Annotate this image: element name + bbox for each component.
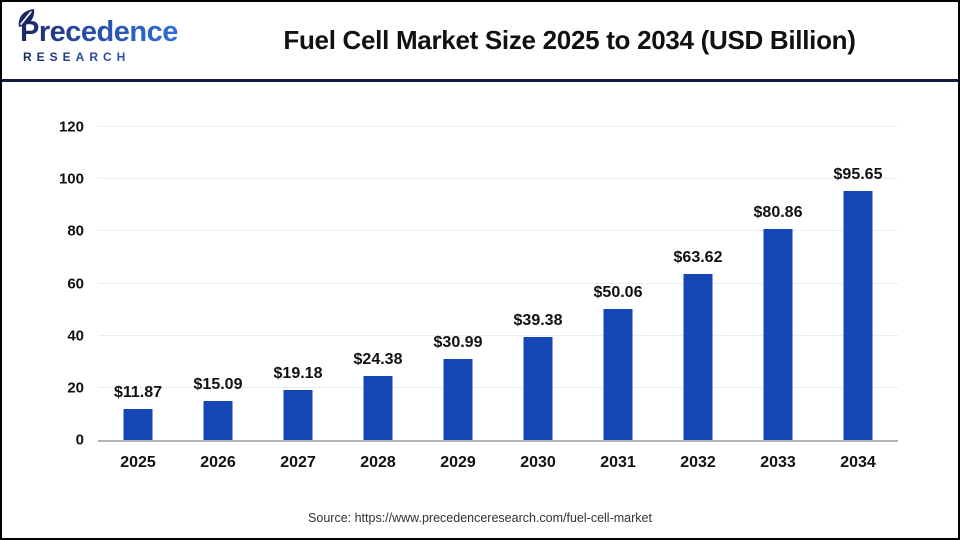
bar-slot: $95.65 2034 [818, 127, 898, 471]
y-tick-label: 40 [67, 327, 84, 345]
x-tick-label: 2025 [120, 454, 156, 471]
bar [603, 309, 633, 440]
x-tick-label: 2033 [760, 454, 796, 471]
x-tick-label: 2028 [360, 454, 396, 471]
bar [283, 389, 313, 440]
chart-area: 0 20 40 60 80 100 120 $11.87 2025 $15.09 2026 $19.1… [2, 82, 958, 537]
bar [763, 229, 793, 440]
gridline [98, 230, 898, 232]
logo-wordmark: Precedence [18, 8, 178, 48]
bar-value-label: $50.06 [593, 284, 643, 302]
bar-slot: $50.06 2031 [578, 127, 658, 471]
x-tick-label: 2032 [680, 454, 716, 471]
bar-plot: 0 20 40 60 80 100 120 $11.87 2025 $15.09 2026 $19.1… [59, 120, 898, 471]
bar-slot: $15.09 2026 [178, 127, 258, 471]
bar-slot: $80.86 2033 [738, 127, 818, 471]
logo-secondary-text: RESEARCH [23, 50, 207, 64]
bar-value-label: $30.99 [433, 334, 483, 352]
bar-slot: $39.38 2030 [498, 127, 578, 471]
bar [443, 359, 473, 440]
y-tick-label: 80 [67, 222, 84, 240]
bar [363, 376, 393, 440]
brand-logo: Precedence RESEARCH [2, 8, 207, 64]
x-tick-label: 2026 [200, 454, 236, 471]
bar-slot: $19.18 2027 [258, 127, 338, 471]
y-tick-label: 0 [75, 431, 84, 449]
header: Precedence RESEARCH Fuel Cell Market Siz… [2, 2, 958, 82]
bar-value-label: $19.18 [273, 364, 323, 382]
x-tick-label: 2031 [600, 454, 636, 471]
bar-value-label: $15.09 [193, 375, 243, 393]
gridline [98, 334, 898, 336]
source-note: Source: https://www.precedenceresearch.c… [308, 511, 652, 525]
bar [683, 274, 713, 440]
bar-slot: $63.62 2032 [658, 127, 738, 471]
bar [123, 409, 153, 440]
bar-slot: $11.87 2025 [98, 127, 178, 471]
bar [523, 337, 553, 440]
y-tick-label: 60 [67, 275, 84, 292]
bar-slot: $24.38 2028 [338, 127, 418, 471]
gridline [98, 126, 898, 127]
x-tick-label: 2034 [840, 454, 876, 471]
bar-value-label: $11.87 [113, 384, 163, 402]
gridline [98, 178, 898, 180]
y-tick-label: 100 [58, 170, 84, 188]
y-tick-label: 20 [67, 379, 84, 397]
x-tick-label: 2027 [280, 454, 316, 471]
bar-value-label: $63.62 [673, 249, 723, 267]
bar-slot: $30.99 2029 [418, 127, 498, 471]
bar-value-label: $80.86 [753, 204, 803, 222]
bar-value-label: $39.38 [513, 312, 563, 330]
bar [843, 190, 873, 440]
x-tick-label: 2030 [520, 454, 556, 471]
gridline [98, 282, 898, 284]
leaf-icon [18, 8, 35, 27]
logo-primary-text: Precedence [20, 15, 178, 48]
bar-value-label: $24.38 [353, 351, 403, 369]
x-tick-label: 2029 [440, 454, 476, 471]
bar-value-label: $95.65 [833, 165, 883, 183]
chart-title: Fuel Cell Market Size 2025 to 2034 (USD … [283, 25, 856, 55]
bar [203, 400, 233, 440]
y-tick-label: 120 [58, 118, 84, 136]
gridline [98, 386, 898, 388]
